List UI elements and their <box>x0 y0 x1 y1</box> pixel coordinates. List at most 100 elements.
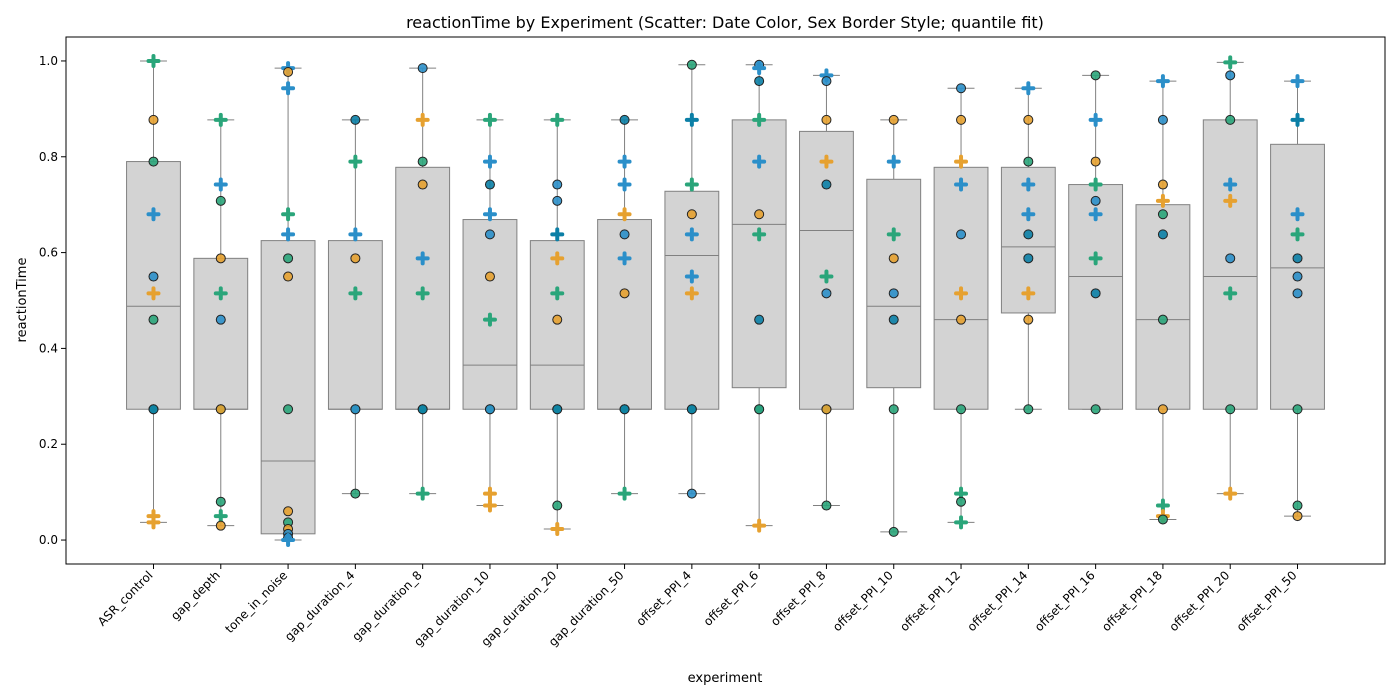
scatter-point <box>482 498 497 513</box>
scatter-point <box>552 179 563 190</box>
scatter-point <box>1157 314 1168 325</box>
scatter-point <box>281 227 296 242</box>
scatter-point <box>215 195 226 206</box>
box-group <box>1068 74 1124 410</box>
scatter-point <box>213 509 228 524</box>
scatter-point <box>281 533 296 548</box>
scatter-point <box>550 112 565 127</box>
scatter-point <box>1023 114 1034 125</box>
y-tick-label: 0.6 <box>39 246 58 260</box>
scatter-point <box>954 177 969 192</box>
scatter-group <box>1290 74 1305 522</box>
scatter-point <box>1023 229 1034 240</box>
scatter-point <box>1023 314 1034 325</box>
scatter-point <box>482 486 497 501</box>
scatter-point <box>956 404 967 415</box>
scatter-point <box>1021 207 1036 222</box>
box-iqr <box>597 219 652 410</box>
box-iqr <box>1068 184 1124 410</box>
scatter-point <box>1223 193 1238 208</box>
x-tick-label: offset_PPI_10 <box>830 568 896 634</box>
x-tick-label: offset_PPI_8 <box>768 568 829 629</box>
box-group <box>529 119 585 530</box>
scatter-point <box>819 269 834 284</box>
box-group <box>260 67 316 541</box>
x-tick-label: offset_PPI_14 <box>965 568 1031 634</box>
scatter-point <box>1223 286 1238 301</box>
scatter-point <box>956 83 967 94</box>
box-group <box>1000 87 1056 410</box>
scatter-point <box>146 207 161 222</box>
scatter-group <box>1088 70 1103 415</box>
scatter-point <box>888 526 899 537</box>
scatter-point <box>1023 253 1034 264</box>
scatter-point <box>1090 195 1101 206</box>
scatter-point <box>484 404 495 415</box>
scatter-point <box>348 154 363 169</box>
scatter-point <box>1090 156 1101 167</box>
scatter-point <box>1225 114 1236 125</box>
scatter-point <box>752 61 767 76</box>
scatter-point <box>821 114 832 125</box>
y-tick-label: 0.2 <box>39 437 58 451</box>
scatter-point <box>684 112 699 127</box>
scatter-point <box>1292 288 1303 299</box>
scatter-group <box>1021 81 1036 415</box>
scatter-point <box>552 314 563 325</box>
scatter-point <box>415 112 430 127</box>
y-axis-label: reactionTime <box>15 258 30 343</box>
x-tick-label: offset_PPI_4 <box>633 568 694 629</box>
scatter-point <box>754 76 765 87</box>
scatter-point <box>550 522 565 537</box>
scatter-group <box>1155 74 1170 525</box>
y-tick-label: 0.4 <box>39 341 58 355</box>
scatter-point <box>819 154 834 169</box>
scatter-point <box>215 314 226 325</box>
x-tick-label: ASR_control <box>95 568 156 629</box>
box-iqr <box>529 240 585 410</box>
scatter-point <box>1292 271 1303 282</box>
scatter-point <box>1292 511 1303 522</box>
scatter-point <box>821 500 832 511</box>
scatter-group <box>281 61 296 548</box>
box-group <box>1135 80 1191 520</box>
scatter-point <box>213 177 228 192</box>
scatter-point <box>617 154 632 169</box>
scatter-point <box>1021 286 1036 301</box>
scatter-point <box>484 229 495 240</box>
scatter-group <box>954 83 969 530</box>
y-tick-label: 0.8 <box>39 150 58 164</box>
scatter-point <box>283 271 294 282</box>
scatter-point <box>821 179 832 190</box>
scatter-point <box>954 286 969 301</box>
box-iqr <box>395 166 451 410</box>
scatter-point <box>1155 498 1170 513</box>
scatter-point <box>350 404 361 415</box>
y-tick-label: 0.0 <box>39 533 58 547</box>
scatter-point <box>484 179 495 190</box>
box-group <box>933 87 989 523</box>
scatter-point <box>1292 253 1303 264</box>
x-tick-label: gap_duration_8 <box>349 568 424 643</box>
scatter-point <box>1023 156 1034 167</box>
scatter-point <box>956 114 967 125</box>
box-iqr <box>260 240 316 535</box>
scatter-point <box>550 251 565 266</box>
scatter-point <box>484 271 495 282</box>
y-axis: 0.0 0.2 0.4 0.6 0.8 1.0 <box>39 54 66 547</box>
x-tick-label: offset_PPI_12 <box>897 568 963 634</box>
x-tick-label: offset_PPI_18 <box>1099 568 1165 634</box>
x-tick-label: tone_in_noise <box>222 568 290 636</box>
x-tick-label: offset_PPI_16 <box>1032 568 1098 634</box>
box-group <box>866 119 922 533</box>
scatter-point <box>148 156 159 167</box>
scatter-point <box>417 63 428 74</box>
scatter-point <box>888 253 899 264</box>
scatter-point <box>415 251 430 266</box>
scatter-point <box>1088 207 1103 222</box>
scatter-point <box>1090 404 1101 415</box>
scatter-point <box>146 286 161 301</box>
scatter-point <box>1155 193 1170 208</box>
scatter-point <box>886 154 901 169</box>
scatter-group <box>819 68 834 511</box>
